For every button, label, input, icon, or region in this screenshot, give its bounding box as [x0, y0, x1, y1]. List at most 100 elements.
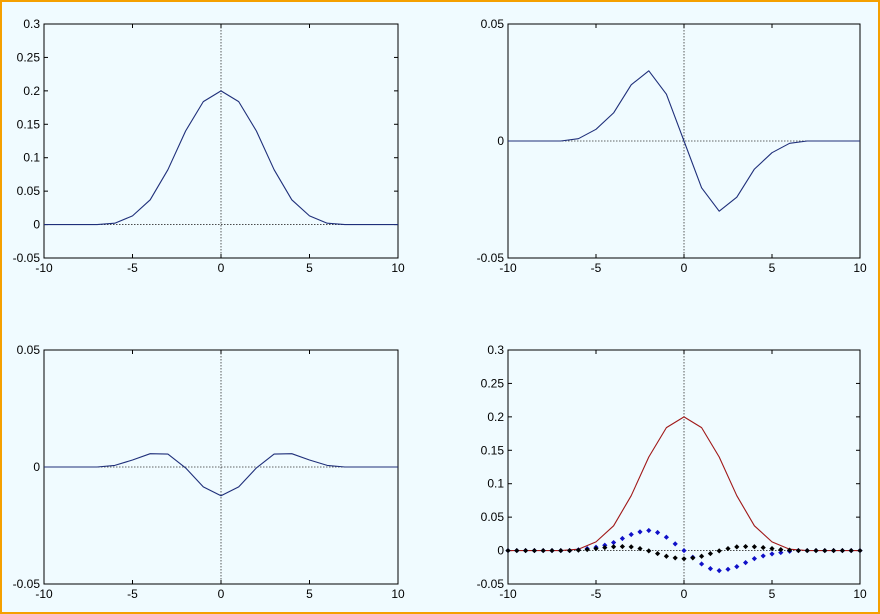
series-marker-3 — [769, 545, 775, 552]
series-marker-3 — [857, 547, 863, 554]
x-tick-label: 5 — [769, 261, 776, 275]
x-tick-label: 10 — [391, 587, 405, 601]
series-marker-3 — [795, 547, 801, 554]
series-marker-3 — [839, 547, 845, 554]
subplot-3: -10 -5 0 5 10 -0.05 0 0.05 — [13, 343, 405, 601]
y-tick-label: 0.05 — [481, 510, 505, 524]
y-tick-label: -0.05 — [477, 577, 505, 591]
y-tick-label: 0 — [497, 134, 504, 148]
y-tick-label: 0 — [33, 460, 40, 474]
series-marker-2 — [637, 529, 643, 535]
subplot-1: -10 -5 0 5 10 -0.05 0 0.05 0.1 0.15 0.2 0.25 0.3 — [13, 17, 405, 275]
series-marker-3 — [813, 547, 819, 554]
series-marker-2 — [769, 551, 775, 557]
series-marker-3 — [760, 544, 766, 551]
series-marker-3 — [567, 547, 573, 554]
y-tick-label: 0.3 — [487, 343, 504, 357]
series-marker-3 — [822, 547, 828, 554]
series-marker-2 — [655, 529, 661, 536]
series-marker-2 — [725, 566, 731, 572]
x-tick-label: -5 — [127, 261, 138, 275]
series-marker-2 — [611, 539, 617, 546]
x-tick-label: -5 — [591, 587, 602, 601]
y-tick-label: 0.15 — [481, 443, 505, 457]
series-line-1 — [508, 70, 860, 212]
series-marker-3 — [734, 544, 740, 550]
series-marker-3 — [628, 544, 634, 550]
series-marker-2 — [778, 549, 784, 556]
series-marker-3 — [725, 545, 731, 552]
y-tick-label: 0.05 — [481, 17, 505, 31]
series-marker-2 — [743, 560, 749, 566]
series-marker-2 — [751, 555, 757, 562]
x-tick-label: 5 — [769, 587, 776, 601]
y-tick-label: 0.05 — [17, 343, 41, 357]
y-tick-label: 0.1 — [487, 477, 504, 491]
series-marker-2 — [663, 534, 669, 540]
x-tick-label: 0 — [218, 587, 225, 601]
subplot-4: -10 -5 0 5 10 -0.05 0 0.05 0.1 0.15 0.2 0.25 0.3 — [477, 343, 867, 601]
series-marker-3 — [804, 547, 810, 554]
y-tick-label: 0.25 — [481, 376, 505, 390]
series-marker-3 — [655, 550, 661, 557]
x-tick-label: -10 — [499, 587, 517, 601]
y-tick-label: -0.05 — [13, 251, 41, 265]
x-tick-label: -10 — [499, 261, 517, 275]
x-tick-label: 10 — [853, 587, 867, 601]
series-marker-2 — [681, 547, 687, 554]
y-tick-label: 0.15 — [17, 117, 41, 131]
series-marker-3 — [514, 547, 520, 554]
x-tick-label: 0 — [681, 587, 688, 601]
series-marker-3 — [663, 553, 669, 559]
series-marker-3 — [584, 546, 590, 553]
series-marker-3 — [637, 545, 643, 552]
y-tick-label: 0.2 — [487, 410, 504, 424]
series-marker-2 — [699, 561, 705, 567]
y-tick-label: 0.05 — [17, 184, 41, 198]
x-tick-label: 0 — [218, 261, 225, 275]
series-marker-3 — [558, 547, 564, 554]
series-line-1 — [44, 453, 398, 497]
y-tick-label: 0.25 — [17, 50, 41, 64]
y-tick-label: 0.2 — [23, 84, 40, 98]
y-tick-label: 0 — [33, 218, 40, 232]
series-marker-3 — [751, 544, 757, 550]
series-marker-2 — [760, 553, 766, 559]
series-marker-2 — [734, 564, 740, 570]
series-marker-3 — [707, 550, 713, 557]
series-marker-3 — [716, 548, 722, 554]
y-tick-label: -0.05 — [13, 577, 41, 591]
series-marker-3 — [778, 546, 784, 553]
series-marker-3 — [523, 547, 529, 554]
y-tick-label: 0 — [497, 544, 504, 558]
series-marker-3 — [681, 556, 687, 562]
series-marker-3 — [549, 547, 555, 554]
series-marker-3 — [699, 553, 705, 559]
x-tick-label: 10 — [391, 261, 405, 275]
series-marker-3 — [690, 555, 696, 561]
x-tick-label: 5 — [306, 587, 313, 601]
x-tick-label: 10 — [853, 261, 867, 275]
y-tick-label: 0.1 — [23, 151, 40, 165]
x-tick-label: 5 — [306, 261, 313, 275]
series-marker-3 — [531, 547, 537, 554]
series-marker-3 — [743, 543, 749, 550]
y-tick-label: 0.3 — [23, 17, 40, 31]
x-tick-label: -5 — [591, 261, 602, 275]
x-tick-label: 0 — [681, 261, 688, 275]
series-marker-2 — [707, 566, 713, 572]
series-marker-3 — [611, 544, 617, 550]
series-marker-2 — [619, 535, 625, 542]
series-marker-3 — [831, 547, 837, 554]
series-line-1 — [44, 90, 398, 226]
x-tick-label: -5 — [127, 587, 138, 601]
y-tick-label: -0.05 — [477, 251, 505, 265]
series-marker-3 — [848, 547, 854, 554]
series-marker-3 — [540, 547, 546, 554]
x-tick-label: -10 — [35, 587, 53, 601]
series-marker-3 — [602, 544, 608, 551]
series-marker-2 — [646, 527, 652, 534]
series-marker-3 — [646, 548, 652, 554]
